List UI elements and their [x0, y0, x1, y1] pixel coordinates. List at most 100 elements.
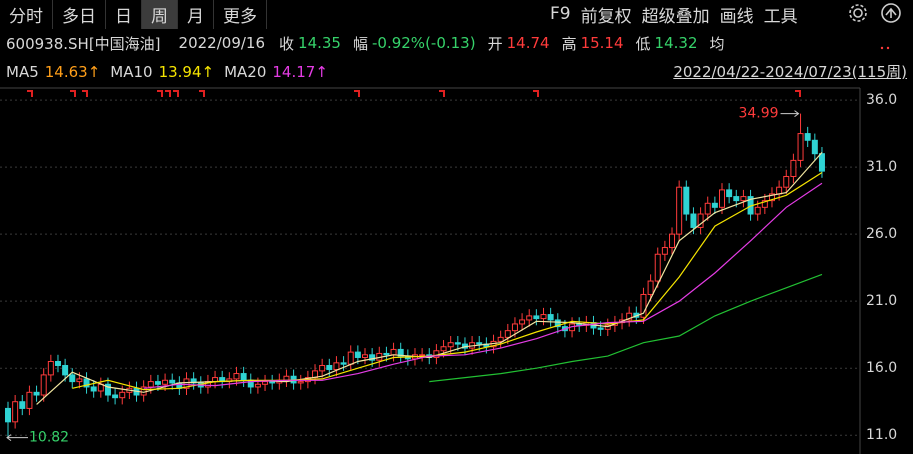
candle-body [54, 360, 61, 367]
toolbar: F9 前复权 超级叠加 画线 工具 [550, 0, 808, 28]
collapse-icon[interactable] [881, 3, 901, 23]
candle-body [783, 175, 790, 188]
candle-body [740, 196, 747, 202]
candle-body [419, 354, 426, 357]
candle-body [526, 315, 533, 321]
candle-body [661, 247, 668, 255]
candle-body [47, 360, 54, 376]
ma-line [36, 152, 823, 405]
candle-body [269, 381, 276, 384]
candle-body [626, 312, 633, 321]
candle-body [776, 186, 783, 195]
legend-value: 14.63↑ [44, 63, 101, 81]
candle-body [476, 342, 483, 345]
y-tick-label: 26.0 [866, 226, 897, 242]
candle-body [90, 386, 97, 392]
candle-body [711, 202, 718, 208]
candle-body [768, 193, 775, 202]
quote-label: 均 [709, 34, 725, 53]
candle-body [104, 383, 111, 396]
tab[interactable]: 更多 [214, 0, 267, 29]
candle-body [390, 348, 397, 356]
candle-body [333, 362, 340, 371]
tool-button[interactable]: 前复权 [580, 6, 632, 27]
annotation-arrow [6, 434, 12, 442]
candle-body [262, 381, 269, 385]
candle-body [790, 159, 797, 177]
candle-body [119, 391, 126, 399]
legend-name: MA10 [110, 63, 153, 81]
tab[interactable]: 日 [106, 0, 142, 29]
candle-body [511, 323, 518, 332]
candle-body [240, 373, 247, 381]
candle-body [540, 314, 547, 320]
candle-body [5, 407, 11, 423]
tool-button[interactable]: 超级叠加 [641, 6, 710, 27]
candle-body [597, 327, 604, 330]
tab[interactable]: 周 [142, 0, 178, 29]
candle-body [347, 351, 354, 365]
candle-body [533, 315, 540, 320]
ma-legend: MA5 14.63↑ MA10 13.94↑ MA20 14.17↑ [6, 60, 338, 84]
quote-value: -0.92%(-0.13) [372, 34, 476, 52]
legend-value: 13.94↑ [158, 63, 215, 81]
candle-body [326, 365, 333, 371]
candle-body [340, 362, 347, 365]
legend-value: 14.17↑ [272, 63, 328, 81]
candle-body [397, 348, 404, 357]
quote-value: 15.14 [580, 34, 624, 52]
candle-body [797, 133, 804, 161]
date-range[interactable]: 2022/04/22-2024/07/23(115周) [673, 63, 907, 81]
candle-body [497, 336, 504, 342]
y-tick-label: 21.0 [866, 293, 897, 309]
tool-button[interactable]: F9 [550, 4, 571, 24]
legend-name: MA20 [224, 63, 267, 81]
candle-body [40, 374, 47, 396]
settings-icon[interactable] [849, 4, 867, 22]
candle-body [554, 319, 561, 328]
candle-body [319, 365, 326, 372]
candle-body [154, 381, 161, 385]
candle-body [112, 394, 119, 399]
candle-body [76, 378, 83, 383]
candle-body [726, 189, 733, 198]
candle-body [297, 381, 304, 384]
candle-body [62, 365, 69, 376]
candle-body [704, 202, 711, 215]
low-label: 10.82 [29, 430, 69, 446]
quote-value: 14.74 [506, 34, 550, 52]
candle-body [12, 401, 19, 423]
quote-label: 开 [487, 34, 503, 53]
candle-body [761, 200, 768, 208]
tool-button[interactable]: 画线 [719, 6, 754, 27]
tab[interactable]: 多日 [53, 0, 106, 29]
candle-body [676, 186, 683, 235]
period-tabs: 分时 多日日周月更多 [0, 0, 267, 29]
candle-body [354, 351, 361, 358]
tool-button[interactable]: 工具 [763, 6, 798, 27]
tab[interactable]: 月 [178, 0, 214, 29]
candle-body [233, 373, 240, 380]
y-tick-label: 36.0 [866, 92, 897, 108]
candle-body [454, 342, 461, 345]
y-tick-label: 16.0 [866, 360, 897, 376]
ma-line [143, 182, 823, 389]
symbol: 600938.SH[中国海油] [6, 34, 161, 53]
candle-body [647, 280, 654, 295]
candle-body [26, 391, 33, 409]
quote-bar: 600938.SH[中国海油] 2022/09/16 收 14.35 幅 -0.92%… [6, 30, 729, 56]
candle-body [818, 153, 825, 172]
quote-label: 幅 [352, 34, 368, 53]
candle-body [811, 139, 818, 155]
candle-body [697, 213, 704, 228]
candle-body [683, 186, 690, 215]
quote-value: 14.32 [654, 34, 698, 52]
high-label: 34.99 [738, 106, 778, 122]
event-markers [27, 90, 801, 97]
candle-body [547, 314, 554, 321]
candle-body [669, 233, 676, 249]
tab[interactable]: 分时 [0, 0, 53, 29]
candle-body [254, 383, 261, 388]
